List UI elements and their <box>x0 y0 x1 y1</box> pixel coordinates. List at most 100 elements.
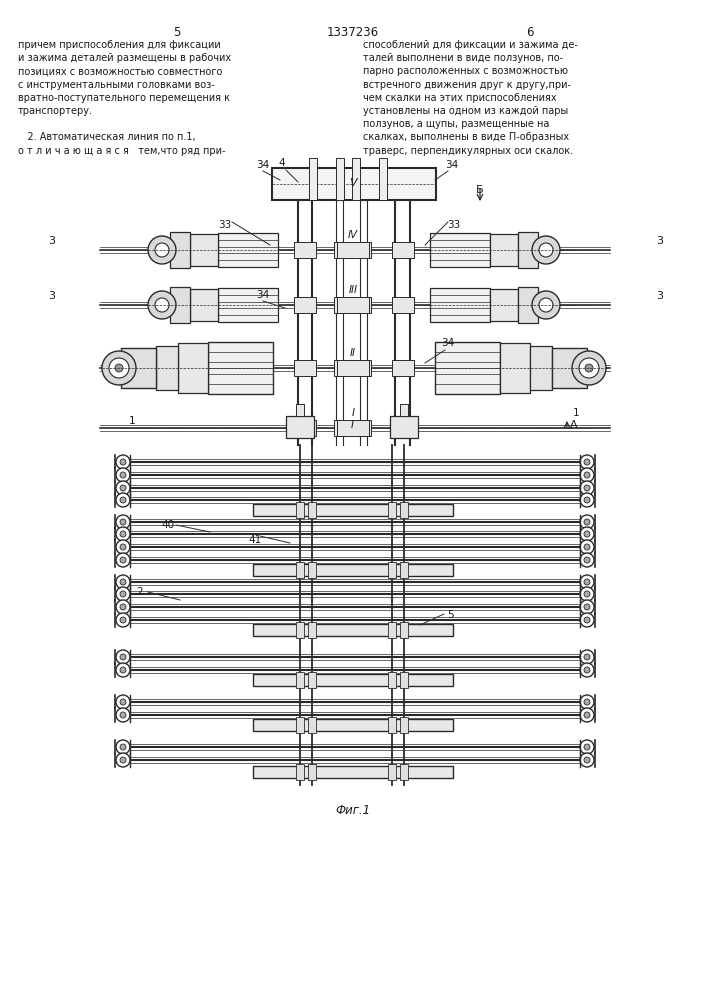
Bar <box>296 502 304 518</box>
Circle shape <box>120 667 126 673</box>
Bar <box>392 360 414 376</box>
Bar <box>388 672 396 688</box>
Circle shape <box>580 455 594 469</box>
Text: 5: 5 <box>447 610 453 620</box>
Text: 1337236: 1337236 <box>327 26 379 39</box>
Text: 1: 1 <box>573 408 580 418</box>
Circle shape <box>120 654 126 660</box>
Circle shape <box>580 553 594 567</box>
Bar <box>272 168 436 200</box>
Text: I: I <box>351 408 354 418</box>
Circle shape <box>584 744 590 750</box>
Bar <box>337 420 369 436</box>
Circle shape <box>116 481 130 495</box>
Circle shape <box>580 663 594 677</box>
Circle shape <box>116 663 130 677</box>
Bar <box>490 289 518 321</box>
Text: 5: 5 <box>173 26 181 39</box>
Circle shape <box>580 650 594 664</box>
Text: позициях с возможностью совместного: позициях с возможностью совместного <box>18 66 223 76</box>
Circle shape <box>155 243 169 257</box>
Bar <box>218 288 278 322</box>
Bar <box>170 232 190 268</box>
Bar <box>388 764 396 780</box>
Circle shape <box>116 540 130 554</box>
Text: 33: 33 <box>448 220 461 230</box>
Circle shape <box>109 358 129 378</box>
Bar <box>400 672 408 688</box>
Bar <box>334 420 371 436</box>
Bar <box>334 242 371 258</box>
Bar <box>294 297 316 313</box>
Text: 34: 34 <box>257 160 269 170</box>
Bar <box>352 158 360 200</box>
Bar <box>308 764 316 780</box>
Text: 2: 2 <box>136 587 144 597</box>
Circle shape <box>116 515 130 529</box>
Text: Фиг.1: Фиг.1 <box>335 804 370 817</box>
Bar <box>121 348 156 388</box>
Bar <box>296 622 304 638</box>
Bar <box>294 420 316 436</box>
Bar <box>552 348 587 388</box>
Circle shape <box>116 650 130 664</box>
Circle shape <box>580 515 594 529</box>
Bar <box>190 234 218 266</box>
Text: 4: 4 <box>279 158 286 168</box>
Circle shape <box>584 667 590 673</box>
Bar <box>334 360 371 376</box>
Bar <box>392 242 414 258</box>
Circle shape <box>580 468 594 482</box>
Bar <box>518 232 538 268</box>
Circle shape <box>580 740 594 754</box>
Circle shape <box>584 757 590 763</box>
Text: траверс, перпендикулярных оси скалок.: траверс, перпендикулярных оси скалок. <box>363 146 573 156</box>
Circle shape <box>539 243 553 257</box>
Text: II: II <box>350 348 356 358</box>
Bar <box>400 562 408 578</box>
Circle shape <box>584 604 590 610</box>
Text: А: А <box>570 420 578 430</box>
Circle shape <box>580 493 594 507</box>
Text: встречного движения друг к другу,при-: встречного движения друг к другу,при- <box>363 80 571 90</box>
Text: чем скалки на этих приспособлениях: чем скалки на этих приспособлениях <box>363 93 556 103</box>
Text: 3: 3 <box>657 291 663 301</box>
Circle shape <box>120 519 126 525</box>
Bar <box>388 502 396 518</box>
Bar <box>530 346 552 390</box>
Circle shape <box>148 291 176 319</box>
Text: 34: 34 <box>445 160 459 170</box>
Bar <box>308 717 316 733</box>
Bar <box>218 233 278 267</box>
Bar <box>286 416 314 438</box>
Circle shape <box>120 617 126 623</box>
Circle shape <box>580 695 594 709</box>
Text: IV: IV <box>348 230 358 240</box>
Circle shape <box>580 481 594 495</box>
Text: III: III <box>349 285 358 295</box>
Text: 41: 41 <box>248 535 262 545</box>
Bar <box>337 297 369 313</box>
Bar <box>253 719 453 731</box>
Bar <box>388 622 396 638</box>
Circle shape <box>532 236 560 264</box>
Circle shape <box>116 695 130 709</box>
Text: Б: Б <box>477 185 484 195</box>
Bar <box>296 717 304 733</box>
Circle shape <box>120 544 126 550</box>
Text: талей выполнени в виде ползунов, по-: талей выполнени в виде ползунов, по- <box>363 53 563 63</box>
Text: скалках, выполнены в виде П-образных: скалках, выполнены в виде П-образных <box>363 132 569 142</box>
Circle shape <box>120 699 126 705</box>
Bar <box>294 360 316 376</box>
Circle shape <box>116 753 130 767</box>
Text: установлены на одном из каждой пары: установлены на одном из каждой пары <box>363 106 568 116</box>
Bar <box>390 416 418 438</box>
Bar <box>430 233 490 267</box>
Circle shape <box>584 712 590 718</box>
Circle shape <box>116 527 130 541</box>
Circle shape <box>584 591 590 597</box>
Text: причем приспособления для фиксации: причем приспособления для фиксации <box>18 40 221 50</box>
Circle shape <box>120 531 126 537</box>
Circle shape <box>120 744 126 750</box>
Circle shape <box>584 579 590 585</box>
